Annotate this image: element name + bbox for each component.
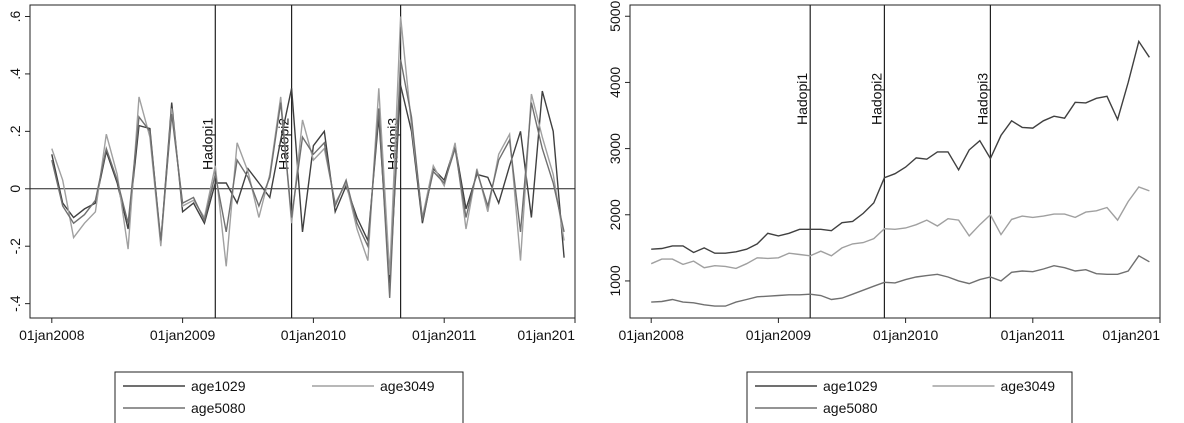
legend-label: age1029 [823,378,878,394]
y-tick-label: 1000 [607,265,623,296]
plot-frame [629,4,1161,319]
y-tick-label: -.2 [7,238,23,255]
x-tick-label: 01jan2009 [746,327,812,343]
data-line [651,254,1150,307]
legend-box [746,371,1073,423]
event-label: Hadopi1 [199,118,215,170]
event-label: Hadopi2 [276,118,292,170]
y-tick-label: 0 [7,185,23,193]
data-line [51,85,565,284]
x-tick-label: 01jan2010 [873,327,939,343]
event-label: Hadopi3 [974,73,990,125]
x-tick-label: 01jan2011 [412,327,477,343]
x-tick-label: 01jan2008 [618,327,684,343]
data-line [651,39,1150,254]
x-tick-label: 01jan2011 [1001,327,1066,343]
x-tick-label: 01jan2009 [150,327,216,343]
y-tick-label: 5000 [607,0,623,31]
legend-label: age3049 [1001,378,1056,394]
data-line [650,186,1150,270]
event-label: Hadopi2 [868,73,884,125]
y-tick-label: 3000 [607,133,623,164]
data-line [51,59,565,298]
x-tick-label: 01jan2010 [281,327,347,343]
x-tick-label: 01jan201 [517,327,575,343]
y-tick-label: 2000 [607,199,623,230]
y-tick-label: 4000 [607,67,623,98]
legend-label: age1029 [191,378,246,394]
y-tick-label: .4 [7,68,23,80]
legend-label: age3049 [380,378,435,394]
y-tick-label: .2 [7,125,23,137]
legend-label: age5080 [823,400,878,416]
x-tick-label: 01jan201 [1102,327,1160,343]
legend-label: age5080 [191,400,246,416]
plot-frame [29,4,576,319]
event-label: Hadopi1 [794,73,810,125]
x-tick-label: 01jan2008 [19,327,85,343]
y-tick-label: .6 [7,10,23,22]
legend-box [114,371,464,423]
y-tick-label: -.4 [7,295,23,312]
